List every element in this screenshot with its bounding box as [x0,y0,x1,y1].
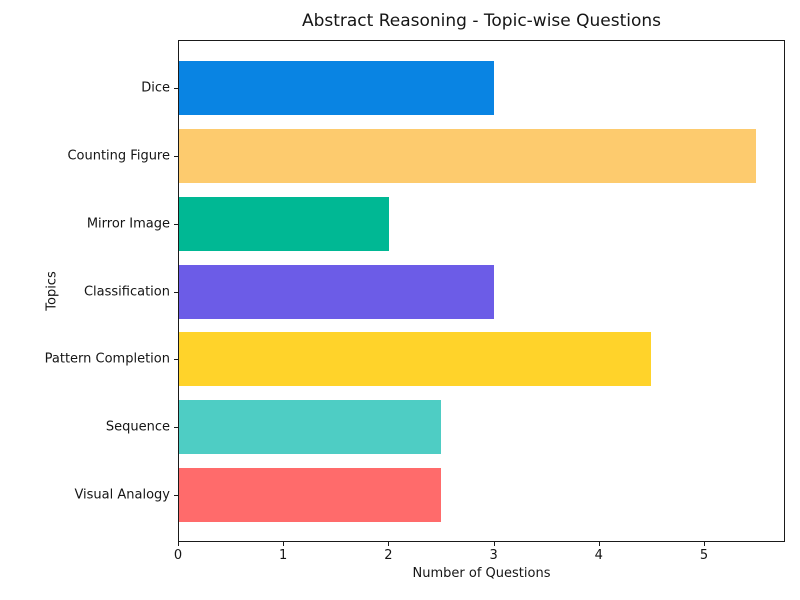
y-tick-mark [174,223,178,225]
x-tick-label: 0 [173,548,183,563]
y-tick-label: Classification [83,284,170,299]
plot-area: Dice Counting Figure Mirror Image Classific… [45,40,785,542]
y-tick-label: Counting Figure [67,148,170,164]
bar-row: Sequence [106,393,784,461]
y-tick-label: Visual Analogy [74,487,170,503]
bar-row: Dice [141,54,784,122]
x-tick-label: 5 [699,548,709,563]
bar-row: Classification [84,258,784,326]
y-tick-label: Pattern Completion [44,351,170,367]
bar-classification [179,264,494,319]
y-tick-mark [174,87,178,89]
x-tick-mark [283,542,285,546]
y-tick-mark [174,359,178,361]
x-tick-mark [388,542,390,546]
x-tick-mark [178,542,179,546]
y-tick-mark [174,427,178,429]
y-tick-label: Dice [141,80,170,96]
y-tick-label: Sequence [105,419,170,435]
bar-row: Visual Analogy [74,461,784,529]
y-tick-mark [174,155,178,157]
x-tick-label: 4 [594,548,603,563]
bar-counting-figure [179,128,756,183]
x-tick-mark [493,542,495,546]
y-tick-mark [174,495,178,497]
bar-visual-analogy [179,468,442,523]
x-tick-label: 1 [279,548,288,563]
x-tick-mark [703,542,705,546]
bar-row: Pattern Completion [45,325,784,393]
bar-row: Mirror Image [87,190,784,258]
x-tick-label: 2 [384,548,393,563]
bar-mirror-image [179,196,389,251]
x-tick-label: 3 [489,548,498,563]
x-axis-label: Number of Questions [412,566,551,581]
y-axis-label: Topics [44,271,60,311]
y-tick-mark [174,291,178,293]
x-tick-mark [598,542,600,546]
bar-row: Counting Figure [67,122,784,190]
chart-title: Abstract Reasoning - Topic-wise Question… [301,11,662,31]
y-tick-label: Mirror Image [86,216,170,232]
bar-sequence [179,400,442,455]
bar-pattern-completion [179,332,651,387]
bar-dice [179,60,494,115]
bars-container: Dice Counting Figure Mirror Image Classific… [45,41,784,541]
